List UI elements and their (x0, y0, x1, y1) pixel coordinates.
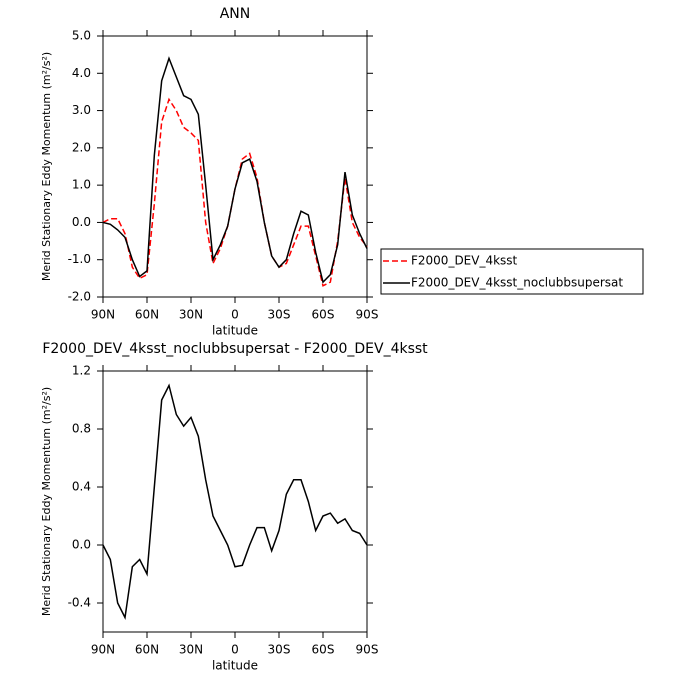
x-axis-label: latitude (212, 659, 258, 673)
data-line (102, 56, 368, 284)
y-tick-label: 1.0 (72, 178, 91, 192)
x-tick-label: 30S (268, 308, 291, 322)
y-tick-label: 1.2 (72, 364, 91, 378)
data-line (102, 383, 368, 620)
y-axis-label: Merid Stationary Eddy Momentum (m²/s²) (40, 52, 53, 281)
x-tick-label: 60N (135, 308, 159, 322)
x-axis-label: latitude (212, 324, 258, 338)
x-tick-label: 60N (135, 643, 159, 657)
plot-frame (102, 370, 368, 633)
y-tick-label: 0.4 (72, 480, 91, 494)
x-tick-label: 90S (356, 643, 379, 657)
y-tick-label: 0.8 (72, 422, 91, 436)
y-tick-label: -2.0 (68, 290, 91, 304)
x-tick-label: 90N (91, 643, 115, 657)
x-tick-label: 30N (179, 308, 203, 322)
legend-box (380, 248, 644, 295)
y-tick-label: 3.0 (72, 103, 91, 117)
y-axis-label: Merid Stationary Eddy Momentum (m²/s²) (40, 387, 53, 616)
x-tick-label: 30S (268, 643, 291, 657)
x-tick-label: 90S (356, 308, 379, 322)
legend-label: F2000_DEV_4ksst_noclubbsupersat (411, 276, 623, 290)
x-tick-label: 30N (179, 643, 203, 657)
x-tick-label: 60S (312, 308, 335, 322)
x-tick-label: 90N (91, 308, 115, 322)
x-tick-label: 0 (231, 643, 239, 657)
x-tick-label: 60S (312, 643, 335, 657)
y-tick-label: 5.0 (72, 29, 91, 43)
y-tick-label: 2.0 (72, 140, 91, 154)
y-tick-label: -1.0 (68, 252, 91, 266)
x-tick-label: 0 (231, 308, 239, 322)
y-tick-label: -0.4 (68, 596, 91, 610)
y-tick-label: 0.0 (72, 538, 91, 552)
plot-frame (102, 35, 368, 298)
chart-title: F2000_DEV_4ksst_noclubbsupersat - F2000_… (42, 341, 428, 357)
chart-title: ANN (220, 6, 251, 22)
y-tick-label: 4.0 (72, 66, 91, 80)
legend-label: F2000_DEV_4ksst (411, 254, 518, 268)
y-tick-label: 0.0 (72, 215, 91, 229)
